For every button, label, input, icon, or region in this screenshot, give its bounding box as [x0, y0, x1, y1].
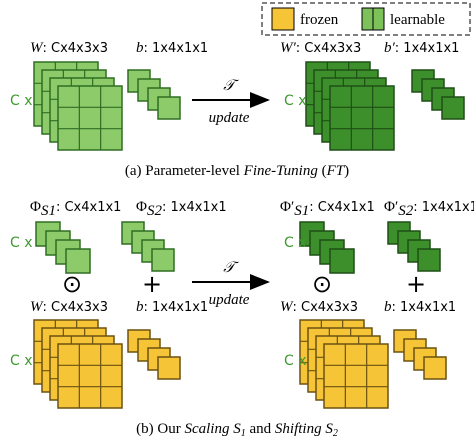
scale-label: Φ′S1: Cx4x1x1	[280, 199, 375, 219]
vector-layer	[417, 248, 441, 272]
vector-layer	[329, 248, 355, 274]
legend-learnable: learnable	[390, 12, 445, 28]
vector-layer	[441, 96, 465, 120]
channels-label: C x	[284, 353, 307, 369]
shift-label: Φ′S2: 1x4x1x1	[384, 199, 474, 219]
weight-label: W: Cx4x3x3	[30, 299, 108, 315]
kernel-layer	[57, 85, 123, 151]
channels-label: C x	[10, 93, 33, 109]
vector-layer	[157, 96, 181, 120]
multiply-operator: ⊙	[312, 270, 332, 298]
caption: (a) Parameter-level Fine-Tuning (FT)	[125, 163, 349, 179]
bias-label: b′: 1x4x1x1	[384, 40, 459, 56]
arrow-label: update	[209, 110, 250, 126]
legend-box	[261, 2, 471, 36]
channels-label: C x	[284, 235, 307, 251]
caption: (b) Our Scaling S1 and Shifting S2	[136, 421, 338, 439]
arrow-symbol: 𝒯	[223, 260, 239, 276]
shift-label: ΦS2: 1x4x1x1	[136, 199, 227, 219]
weight-label: W′: Cx4x3x3	[280, 40, 361, 56]
channels-label: C x	[10, 235, 33, 251]
legend-frozen-swatch	[271, 7, 295, 31]
add-operator: +	[142, 270, 162, 298]
channels-label: C x	[10, 353, 33, 369]
bias-label: b: 1x4x1x1	[136, 299, 208, 315]
multiply-operator: ⊙	[62, 270, 82, 298]
kernel-layer	[329, 85, 395, 151]
bias-label: b: 1x4x1x1	[136, 40, 208, 56]
vector-layer	[423, 356, 447, 380]
arrow-symbol: 𝒯	[223, 78, 239, 94]
arrow-label: update	[209, 292, 250, 308]
kernel-layer	[57, 343, 123, 409]
weight-label: W: Cx4x3x3	[30, 40, 108, 56]
vector-layer	[151, 248, 175, 272]
kernel-layer	[323, 343, 389, 409]
legend-frozen: frozen	[300, 12, 339, 28]
bias-label: b: 1x4x1x1	[384, 299, 456, 315]
vector-layer	[65, 248, 91, 274]
channels-label: C x	[284, 93, 307, 109]
scale-label: ΦS1: Cx4x1x1	[30, 199, 121, 219]
shapes	[33, 61, 465, 409]
weight-label: W: Cx4x3x3	[280, 299, 358, 315]
add-operator: +	[406, 270, 426, 298]
vector-layer	[157, 356, 181, 380]
